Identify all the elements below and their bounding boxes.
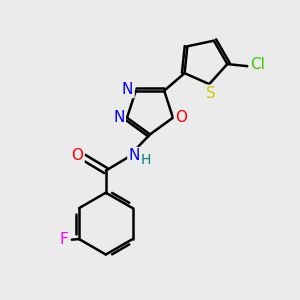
Text: S: S <box>206 86 216 101</box>
Text: O: O <box>71 148 83 163</box>
Text: N: N <box>129 148 140 164</box>
Text: F: F <box>60 232 69 247</box>
Text: Cl: Cl <box>250 57 265 72</box>
Text: N: N <box>122 82 133 97</box>
Text: H: H <box>140 153 151 167</box>
Text: N: N <box>113 110 124 125</box>
Text: O: O <box>175 110 187 125</box>
